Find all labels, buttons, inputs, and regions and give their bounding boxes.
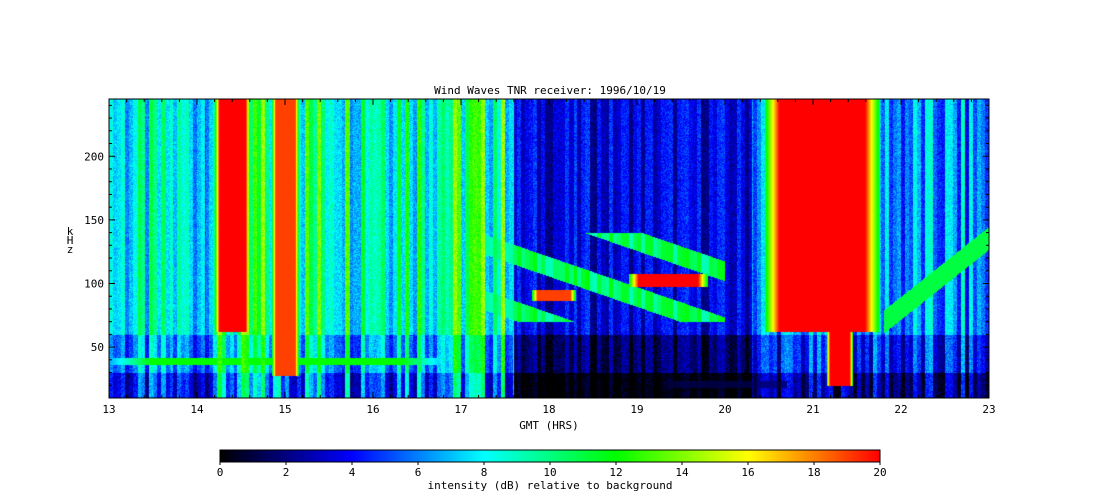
colorbar-tick-label: 6 xyxy=(415,466,422,479)
x-tick-label: 20 xyxy=(718,403,731,416)
x-tick-label: 16 xyxy=(366,403,379,416)
x-tick-label: 17 xyxy=(454,403,467,416)
x-tick-label: 18 xyxy=(542,403,555,416)
y-axis-label-char: H xyxy=(67,234,74,247)
colorbar-tick-label: 20 xyxy=(873,466,886,479)
colorbar-tick-label: 18 xyxy=(807,466,820,479)
x-tick-label: 21 xyxy=(806,403,819,416)
x-tick-label: 22 xyxy=(894,403,907,416)
x-tick-label: 15 xyxy=(278,403,291,416)
colorbar-tick-label: 8 xyxy=(481,466,488,479)
colorbar-tick-label: 10 xyxy=(543,466,556,479)
x-tick-label: 19 xyxy=(630,403,643,416)
y-tick-label: 200 xyxy=(84,150,104,163)
colorbar-tick-label: 16 xyxy=(741,466,754,479)
spectrogram-heatmap xyxy=(109,99,989,398)
colorbar-tick-label: 2 xyxy=(283,466,290,479)
colorbar-tick-label: 14 xyxy=(675,466,689,479)
colorbar-axis: 0 2 4 6 8 10 12 14 16 18 20 xyxy=(217,462,887,479)
plot-frame xyxy=(108,98,990,399)
x-tick-label: 23 xyxy=(982,403,995,416)
y-axis: 50 100 150 200 xyxy=(84,104,989,399)
y-tick-label: 100 xyxy=(84,277,104,290)
x-axis: 13 14 15 16 17 18 19 20 21 22 23 xyxy=(102,99,996,416)
y-tick-label: 150 xyxy=(84,214,104,227)
x-tick-label: 14 xyxy=(190,403,204,416)
colorbar xyxy=(219,449,881,463)
colorbar-tick-label: 12 xyxy=(609,466,622,479)
x-tick-label: 13 xyxy=(102,403,115,416)
y-axis-label: k H z xyxy=(67,225,74,256)
y-axis-label-char: z xyxy=(67,243,74,256)
colorbar-tick-label: 4 xyxy=(349,466,356,479)
chart-title: Wind Waves TNR receiver: 1996/10/19 xyxy=(434,84,666,97)
y-axis-label-char: k xyxy=(67,225,74,238)
y-tick-label: 50 xyxy=(91,341,104,354)
colorbar-tick-label: 0 xyxy=(217,466,224,479)
colorbar-label: intensity (dB) relative to background xyxy=(427,479,672,492)
x-axis-label: GMT (HRS) xyxy=(519,419,579,432)
